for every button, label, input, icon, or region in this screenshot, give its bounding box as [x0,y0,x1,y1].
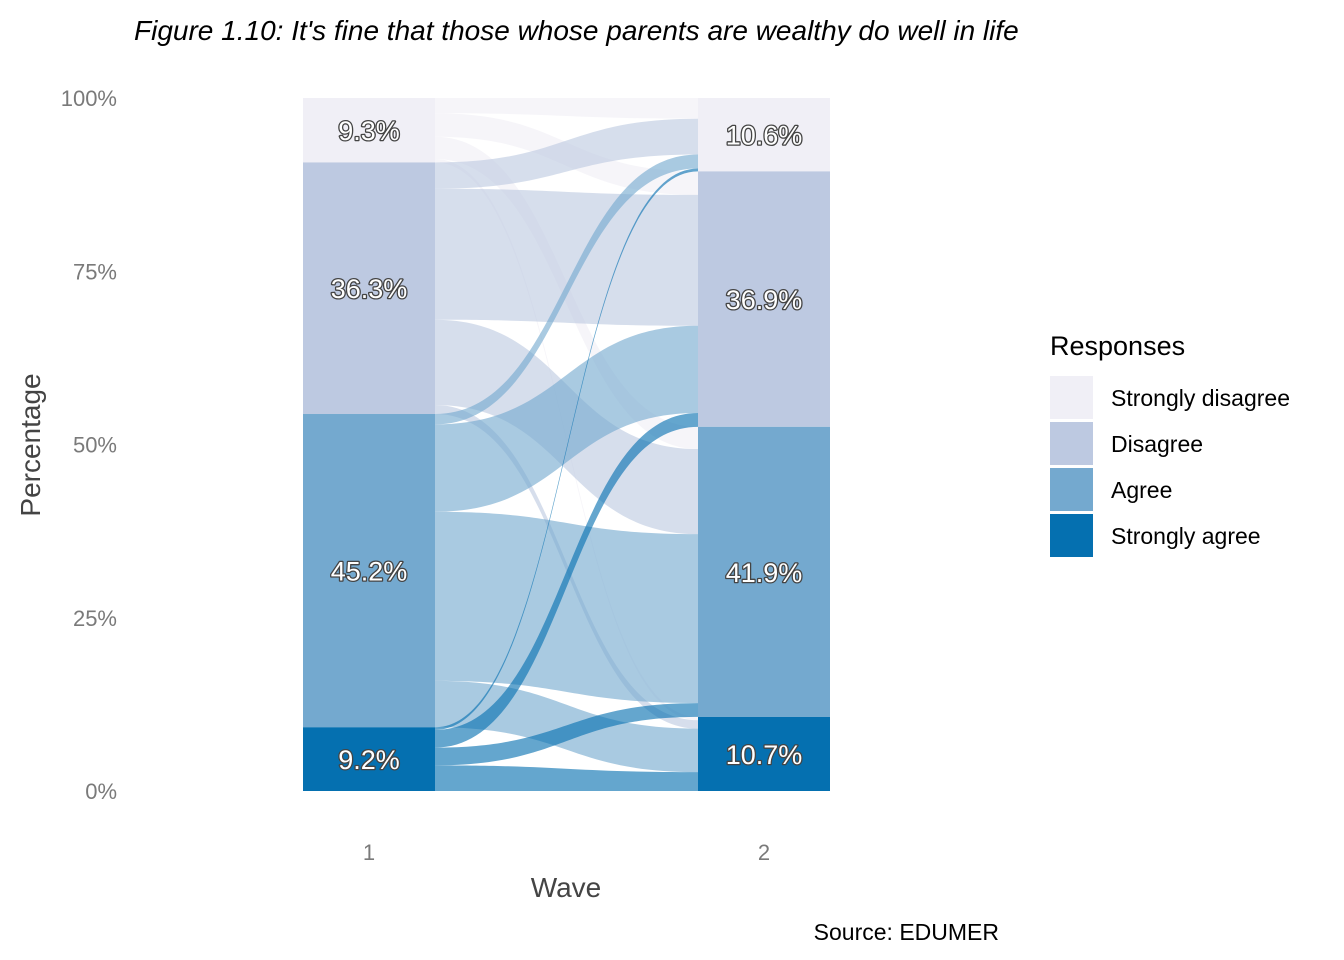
flow-strongly-agree-to-disagree [435,413,698,748]
flows-layer [435,98,698,791]
legend-label-strongly-agree: Strongly agree [1111,523,1261,549]
flow-strongly-agree-to-strongly-agree [435,765,698,791]
bar-wave2-disagree [698,171,830,427]
y-axis: 0% 25% 50% 75% 100% [61,86,117,804]
flow-agree-to-disagree [435,325,698,512]
bar-label-wave2-agree: 41.9% [726,558,803,588]
legend-title: Responses [1050,331,1185,361]
bar-wave1-disagree [303,162,435,415]
legend-swatch-disagree [1050,422,1093,465]
x-axis-title: Wave [531,872,602,903]
x-tick-label-2: 2 [758,840,770,865]
flow-strongly-agree-to-strongly-disagree [435,168,698,730]
x-tick-label-1: 1 [363,840,375,865]
flow-strongly-disagree-to-strongly-disagree [435,98,698,119]
legend-label-agree: Agree [1111,477,1172,503]
bar-label-wave2-strongly-agree: 10.7% [726,740,803,770]
bar-wave2-strongly-agree [698,716,830,791]
bar-label-wave1-strongly-disagree: 9.3% [338,116,400,146]
bar-wave1-strongly-disagree [303,98,435,163]
y-tick-label-0: 0% [85,779,117,804]
bar-label-wave2-disagree: 36.9% [726,285,803,315]
bar-label-wave1-strongly-agree: 9.2% [338,745,400,775]
y-tick-label-75: 75% [73,259,117,284]
flow-disagree-to-disagree [435,188,698,326]
legend-label-strongly-disagree: Strongly disagree [1111,385,1290,411]
y-tick-label-25: 25% [73,606,117,631]
flow-strongly-agree-to-agree [435,703,698,766]
flow-agree-to-strongly-disagree [435,154,698,425]
bar-label-wave1-disagree: 36.3% [331,274,408,304]
bar-label-wave2-strongly-disagree: 10.6% [726,121,803,151]
bar-label-wave1-agree: 45.2% [331,557,408,587]
bar-wave2-strongly-disagree [698,98,830,172]
legend: Responses Strongly disagree Disagree Agree… [1050,331,1290,557]
bar-wave1-strongly-agree [303,727,435,791]
flow-disagree-to-strongly-disagree [435,118,698,189]
legend-swatch-strongly-agree [1050,514,1093,557]
chart-title: Figure 1.10: It's fine that those whose … [134,15,1019,46]
legend-swatch-strongly-disagree [1050,376,1093,419]
y-axis-title: Percentage [15,373,46,516]
y-tick-label-100: 100% [61,86,117,111]
source-caption: Source: EDUMER [814,919,999,945]
bar-labels-layer: 9.3% 36.3% 45.2% 9.2% 10.6% 36.9% 41.9% 10.7% [329,115,803,776]
bars-layer [303,98,830,791]
flow-agree-to-agree [435,511,698,704]
bar-wave1-agree [303,414,435,728]
y-tick-label-50: 50% [73,433,117,458]
bar-wave2-agree [698,426,830,717]
legend-label-disagree: Disagree [1111,431,1203,457]
legend-swatch-agree [1050,468,1093,511]
